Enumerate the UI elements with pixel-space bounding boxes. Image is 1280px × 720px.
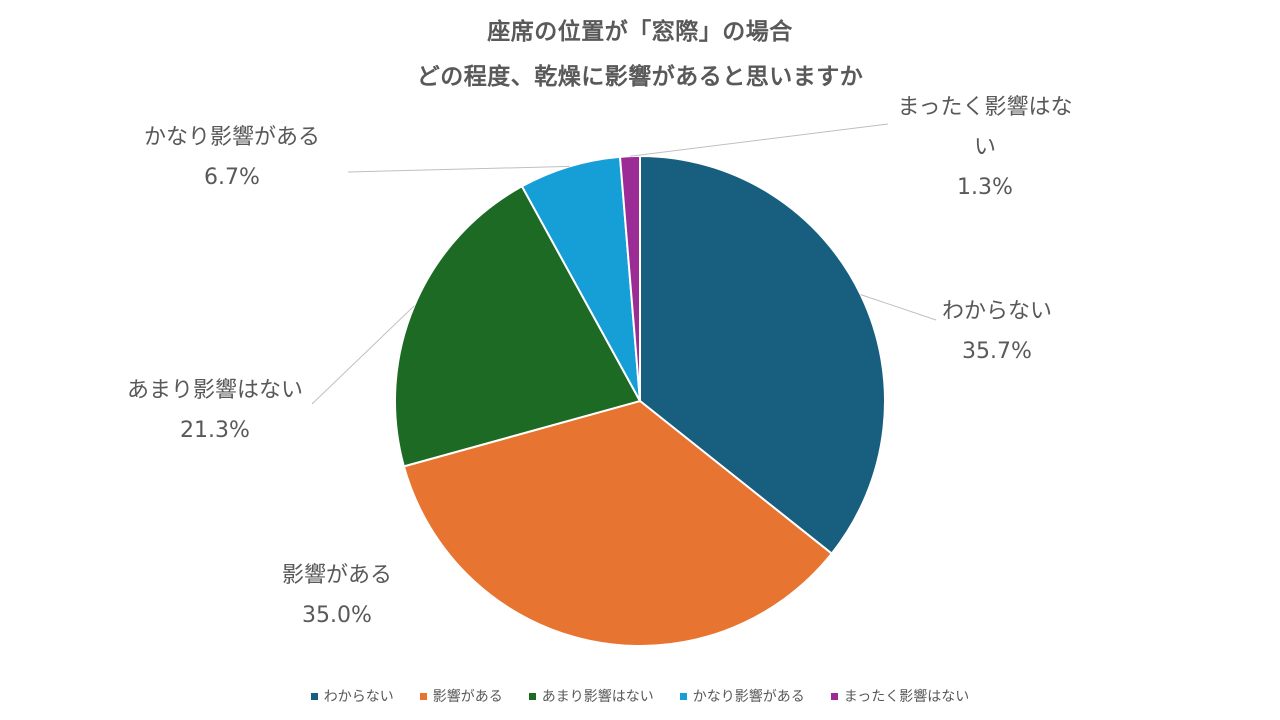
legend-item: あまり影響はない [528, 686, 654, 706]
data-label-value: 6.7% [204, 165, 260, 190]
leader-line [347, 165, 570, 173]
legend-label: かなり影響がある [692, 689, 805, 705]
legend-item: わからない [310, 686, 394, 706]
legend-swatch [419, 692, 427, 700]
legend-item: かなり影響がある [679, 686, 805, 706]
data-label-category: まったく影響はな [897, 95, 1072, 120]
leader-line [860, 294, 937, 321]
legend-label: わからない [323, 689, 394, 705]
chart-title-line-2: どの程度、乾燥に影響があると思いますか [416, 64, 864, 90]
pie-slice [402, 399, 834, 647]
data-label-category: かなり影響がある [144, 125, 320, 150]
data-label-value: 1.3% [957, 175, 1013, 200]
data-label-value: 35.7% [962, 339, 1032, 364]
chart-title-line-1: 座席の位置が「窓際」の場合 [487, 19, 793, 45]
legend-label: 影響がある [432, 689, 503, 705]
legend-swatch [830, 692, 838, 700]
data-label-category: い [974, 135, 996, 160]
legend-swatch [679, 692, 687, 700]
legend-item: 影響がある [419, 686, 503, 706]
legend-label: あまり影響はない [541, 689, 654, 705]
data-label-category: わからない [942, 299, 1052, 324]
pie-slice [639, 154, 886, 555]
data-label-value: 35.0% [302, 603, 372, 628]
legend-item: まったく影響はない [830, 686, 970, 706]
data-label-category: あまり影響はない [127, 378, 303, 403]
data-label-value: 21.3% [180, 418, 250, 443]
data-label-category: 影響がある [282, 563, 392, 588]
pie-slice [618, 154, 641, 402]
legend-label: まったく影響はない [843, 689, 970, 705]
leader-line [629, 123, 889, 157]
legend-swatch [310, 692, 318, 700]
leader-line [311, 305, 415, 405]
chart-legend: わからない 影響がある あまり影響はない かなり影響がある まったく影響はない [0, 686, 1280, 706]
legend-swatch [528, 692, 536, 700]
